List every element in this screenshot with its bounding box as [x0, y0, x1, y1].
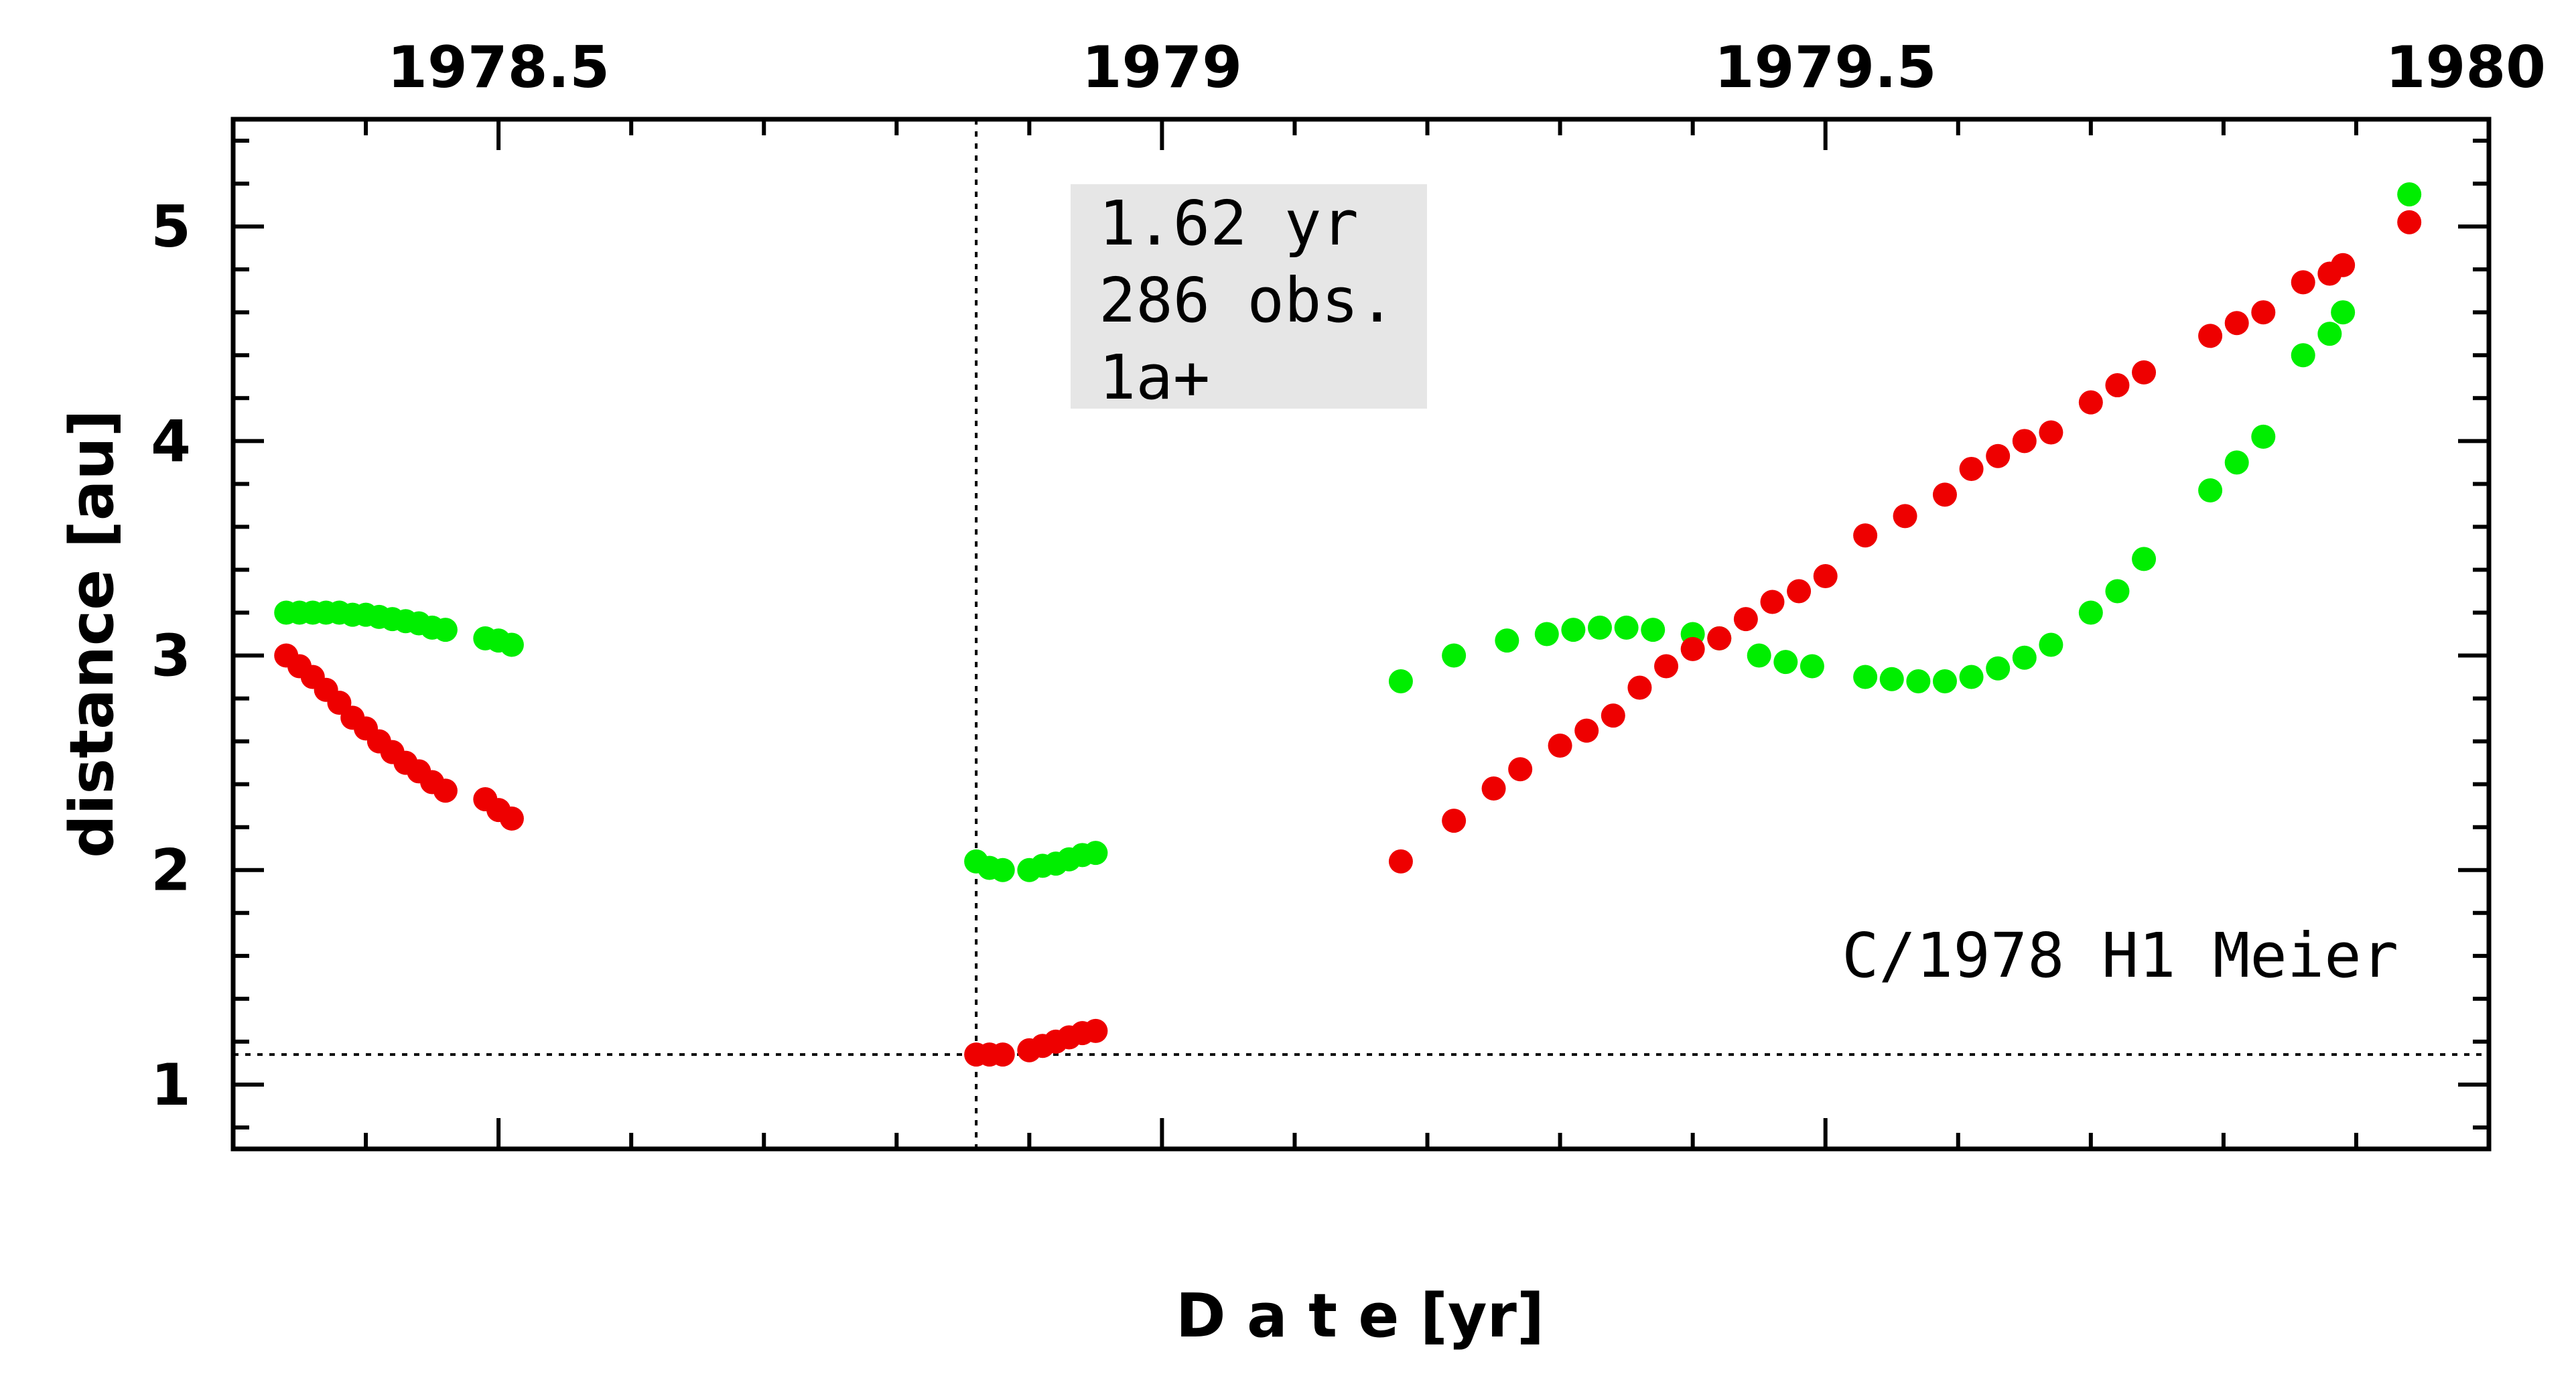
- data-point: [1481, 776, 1506, 801]
- data-point: [1853, 665, 1878, 689]
- y-tick-label: 4: [151, 408, 191, 475]
- data-point: [1932, 669, 1957, 693]
- data-point: [1680, 636, 1705, 661]
- y-tick-label: 5: [151, 194, 191, 261]
- data-point: [433, 618, 458, 642]
- data-point: [1574, 718, 1599, 743]
- data-point: [1986, 656, 2011, 681]
- data-point: [2198, 324, 2223, 348]
- data-point: [1495, 628, 1519, 653]
- y-tick-labels: 1 2 3 4 5: [151, 194, 191, 1119]
- plot-frame: [230, 117, 2492, 1152]
- data-point: [2224, 311, 2249, 336]
- data-point: [1787, 579, 1812, 604]
- data-point: [1986, 443, 2011, 468]
- data-point: [1906, 669, 1931, 693]
- data-point: [990, 857, 1015, 882]
- axis-ticks: [231, 119, 2491, 1149]
- data-point: [499, 632, 524, 657]
- y-tick-label: 1: [151, 1052, 191, 1119]
- info-line-1: 1.62 yr: [1099, 188, 1359, 259]
- y-tick-label: 3: [151, 623, 191, 690]
- data-point: [1442, 809, 1467, 833]
- data-point: [1601, 703, 1625, 728]
- data-point: [1508, 757, 1533, 782]
- data-point: [2198, 478, 2223, 502]
- data-point: [2078, 390, 2103, 415]
- data-point: [1588, 615, 1613, 640]
- data-point: [2251, 424, 2276, 449]
- data-point: [2105, 579, 2130, 604]
- data-point: [1641, 618, 1666, 642]
- data-point: [2397, 210, 2422, 234]
- data-point: [1773, 650, 1798, 675]
- data-point: [1733, 607, 1758, 632]
- data-point: [2331, 300, 2356, 325]
- y-axis-title: distance [au]: [57, 409, 127, 857]
- x-tick-labels: 1978.5 1979 1979.5 1980: [387, 34, 2546, 101]
- comet-annotation: C/1978 H1 Meier: [1842, 920, 2398, 991]
- data-point: [990, 1042, 1015, 1067]
- data-point: [1813, 564, 1838, 589]
- data-point: [1959, 665, 1984, 689]
- data-point: [1442, 643, 1467, 668]
- data-point: [2224, 450, 2249, 475]
- data-point: [499, 806, 524, 831]
- data-point: [2251, 300, 2276, 325]
- x-tick-label: 1979: [1082, 34, 1242, 101]
- data-point: [433, 778, 458, 803]
- data-point: [2331, 253, 2356, 277]
- data-point: [2132, 360, 2157, 385]
- data-point: [1853, 523, 1878, 548]
- data-point: [1893, 504, 1917, 529]
- data-point: [1707, 626, 1732, 650]
- data-point: [1627, 675, 1652, 700]
- data-point: [2291, 270, 2315, 295]
- data-point: [1561, 618, 1586, 642]
- x-tick-label: 1979.5: [1714, 34, 1937, 101]
- data-point: [1747, 643, 1771, 668]
- data-point: [2105, 373, 2130, 398]
- info-line-3: 1a+: [1099, 342, 1210, 413]
- data-point: [2291, 343, 2315, 368]
- data-point: [1800, 654, 1824, 679]
- x-tick-label: 1978.5: [387, 34, 610, 101]
- data-point: [2039, 632, 2063, 657]
- data-point: [1760, 590, 1785, 614]
- data-point: [2012, 645, 2037, 670]
- data-point: [1614, 615, 1639, 640]
- data-point: [1083, 1018, 1108, 1043]
- data-point: [2132, 547, 2157, 571]
- data-point: [1083, 841, 1108, 866]
- info-box: [1071, 184, 1427, 409]
- x-axis-title: D a t e [yr]: [1176, 1281, 1544, 1351]
- x-tick-label: 1980: [2386, 34, 2546, 101]
- y-tick-label: 2: [151, 837, 191, 904]
- data-points: [274, 182, 2422, 1067]
- data-point: [1932, 482, 1957, 507]
- data-point: [2317, 322, 2342, 346]
- reference-lines: [233, 119, 2489, 1149]
- info-line-2: 286 obs.: [1099, 265, 1396, 336]
- data-point: [1879, 667, 1904, 691]
- data-point: [1534, 622, 1559, 646]
- data-point: [1959, 456, 1984, 481]
- data-point: [2012, 429, 2037, 454]
- data-point: [1388, 849, 1413, 874]
- data-point: [2397, 182, 2422, 207]
- data-point: [1548, 734, 1572, 758]
- data-point: [2078, 600, 2103, 625]
- data-point: [2039, 420, 2063, 445]
- data-point: [1388, 669, 1413, 693]
- data-point: [1654, 654, 1679, 679]
